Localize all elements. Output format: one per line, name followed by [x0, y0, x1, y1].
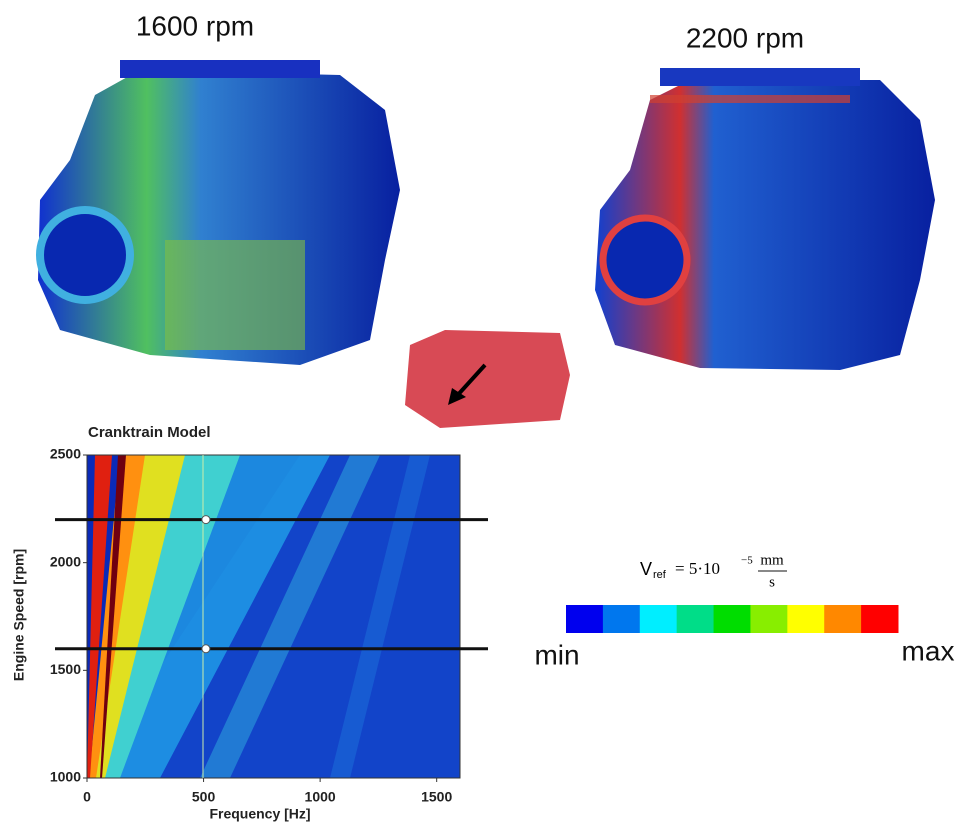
- formula: V ref = 5·10 −5 mm s: [640, 552, 787, 590]
- colorbar-cell: [861, 605, 899, 633]
- x-tick-label: 0: [83, 789, 91, 805]
- colorbar-cell: [750, 605, 788, 633]
- x-axis-label: Frequency [Hz]: [209, 806, 310, 822]
- formula-numerator: mm: [760, 552, 784, 568]
- colorbar-max: max: [902, 635, 955, 666]
- y-tick-label: 1500: [50, 661, 81, 677]
- engine-label: 2200 rpm: [686, 22, 804, 53]
- chart-title: Cranktrain Model: [88, 424, 211, 441]
- engine-block-thumbnail: [405, 330, 570, 428]
- colorbar-min: min: [534, 639, 579, 670]
- speed-marker: [201, 644, 211, 654]
- y-tick-label: 2000: [50, 553, 81, 569]
- y-tick-label: 2500: [50, 446, 81, 462]
- formula-denominator: s: [769, 574, 775, 590]
- formula-exponent: −5: [741, 555, 753, 567]
- colorbar-cell: [787, 605, 825, 633]
- colorbar-cell: [676, 605, 715, 633]
- x-tick-label: 1000: [305, 789, 336, 805]
- colorbar-cell: [602, 605, 641, 633]
- y-axis-label: Engine Speed [rpm]: [11, 549, 27, 681]
- colorbar-cell: [566, 605, 604, 633]
- x-tick-label: 1500: [421, 789, 452, 805]
- x-tick-label: 500: [192, 789, 216, 805]
- engine-render-1600: [36, 60, 400, 365]
- plot-frame: [86, 454, 461, 779]
- engine-render-2200: [595, 68, 935, 370]
- colorbar-cell: [713, 605, 751, 633]
- speed-marker: [201, 515, 211, 525]
- colorbar-cell: [639, 605, 678, 633]
- heatmap: [87, 455, 460, 778]
- formula-symbol: V: [640, 559, 652, 579]
- formula-subscript: ref: [653, 569, 667, 581]
- formula-equals: = 5·10: [675, 559, 720, 578]
- engine-label: 1600 rpm: [136, 10, 254, 41]
- colorbar-cell: [824, 605, 862, 633]
- y-tick-label: 1000: [50, 769, 81, 785]
